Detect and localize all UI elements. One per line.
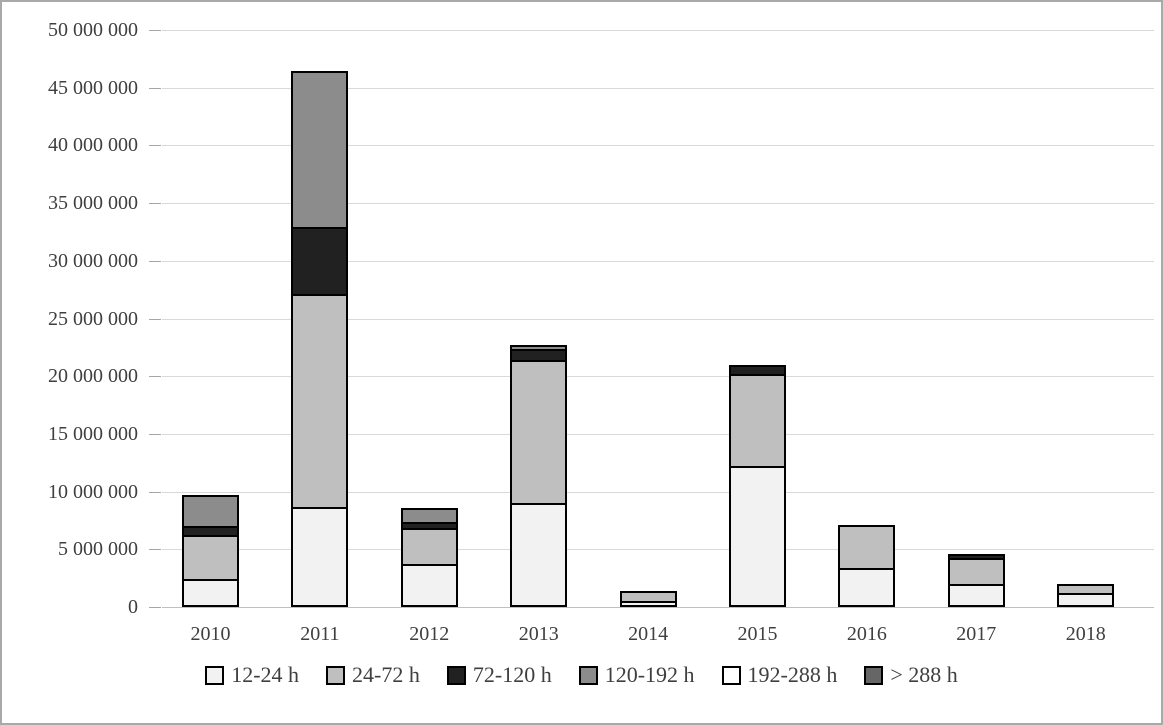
bar-segment-24-72h[interactable] bbox=[729, 373, 786, 469]
legend-item-120-192h[interactable]: 120-192 h bbox=[578, 662, 695, 688]
gridline bbox=[162, 145, 1154, 147]
legend-label: > 288 h bbox=[890, 662, 958, 687]
y-axis-tick bbox=[149, 260, 161, 262]
gridline bbox=[162, 318, 1154, 320]
y-tick-label: 50 000 000 bbox=[48, 19, 138, 41]
legend-swatch-icon bbox=[446, 665, 466, 685]
legend-item-72-120h[interactable]: 72-120 h bbox=[446, 662, 552, 688]
bar-segment-120-192h[interactable] bbox=[182, 495, 239, 528]
legend: 12-24 h 24-72 h 72-120 h 120-192 h 192-288 h… bbox=[2, 662, 1161, 688]
bar-2010[interactable] bbox=[182, 495, 239, 607]
legend-item->288h[interactable]: > 288 h bbox=[864, 662, 958, 688]
y-axis-tick bbox=[149, 376, 161, 378]
y-axis-tick bbox=[149, 87, 161, 89]
gridline bbox=[162, 549, 1154, 551]
legend-swatch-icon bbox=[578, 665, 598, 685]
bar-segment-24-72h[interactable] bbox=[510, 359, 568, 506]
x-tick-label-2015: 2015 bbox=[737, 623, 778, 645]
gridline bbox=[162, 433, 1154, 435]
bar-segment-24-72h[interactable] bbox=[400, 528, 458, 567]
y-axis-tick bbox=[149, 30, 161, 31]
bar-segment-24-72h[interactable] bbox=[291, 293, 349, 509]
bar-2016[interactable] bbox=[838, 524, 896, 607]
y-tick-label: 40 000 000 bbox=[48, 134, 138, 157]
y-axis-tick bbox=[149, 203, 161, 205]
y-axis-tick bbox=[149, 549, 161, 551]
gridline bbox=[162, 491, 1154, 493]
legend-swatch-icon bbox=[864, 665, 884, 685]
x-tick-label-2018: 2018 bbox=[1065, 623, 1106, 645]
x-tick-label-2017: 2017 bbox=[956, 623, 997, 645]
y-axis-tick bbox=[149, 607, 161, 608]
bar-segment-12-24h[interactable] bbox=[510, 503, 568, 607]
y-tick-label: 15 000 000 bbox=[48, 422, 138, 445]
legend-swatch-icon bbox=[721, 665, 741, 685]
legend-label: 192-288 h bbox=[747, 662, 838, 687]
legend-label: 72-120 h bbox=[472, 662, 552, 687]
x-tick-label-2011: 2011 bbox=[300, 623, 340, 645]
y-tick-label: 30 000 000 bbox=[48, 249, 138, 272]
bar-segment-12-24h[interactable] bbox=[619, 601, 677, 607]
y-axis-tick bbox=[149, 491, 161, 493]
bar-2014[interactable] bbox=[619, 591, 677, 607]
bar-segment-24-72h[interactable] bbox=[182, 535, 239, 582]
legend-label: 24-72 h bbox=[352, 662, 420, 687]
y-tick-label: 5 000 000 bbox=[58, 538, 138, 561]
gridline bbox=[162, 203, 1154, 205]
gridline bbox=[162, 260, 1154, 262]
bar-2015[interactable] bbox=[729, 365, 786, 607]
bar-segment-12-24h[interactable] bbox=[838, 567, 896, 607]
bar-segment-24-72h[interactable] bbox=[838, 524, 896, 570]
y-tick-label: 35 000 000 bbox=[48, 192, 138, 215]
y-tick-label: 20 000 000 bbox=[48, 365, 138, 388]
bar-segment-12-24h[interactable] bbox=[1057, 593, 1115, 607]
bar-segment-12-24h[interactable] bbox=[291, 506, 349, 607]
legend-label: 12-24 h bbox=[231, 662, 300, 687]
x-tick-label-2012: 2012 bbox=[409, 623, 450, 645]
bar-segment-72-120h[interactable] bbox=[291, 226, 349, 296]
plot-area bbox=[162, 30, 1154, 608]
legend-item-192-288h[interactable]: 192-288 h bbox=[721, 662, 838, 688]
y-tick-label: 25 000 000 bbox=[48, 307, 138, 330]
y-axis-tick bbox=[149, 145, 161, 147]
bar-segment-24-72h[interactable] bbox=[947, 558, 1005, 586]
x-tick-label-2010: 2010 bbox=[190, 623, 231, 645]
bar-segment-12-24h[interactable] bbox=[182, 579, 239, 607]
gridline bbox=[162, 30, 1154, 31]
legend-item-12-24h[interactable]: 12-24 h bbox=[205, 662, 299, 688]
x-tick-label-2016: 2016 bbox=[846, 623, 887, 645]
y-axis-tick bbox=[149, 318, 161, 320]
bar-2018[interactable] bbox=[1057, 583, 1115, 607]
y-tick-label: 10 000 000 bbox=[48, 480, 138, 503]
bar-2012[interactable] bbox=[400, 508, 458, 607]
bar-segment-12-24h[interactable] bbox=[947, 583, 1005, 607]
x-tick-label-2013: 2013 bbox=[518, 623, 559, 645]
x-tick-label-2014: 2014 bbox=[628, 623, 669, 645]
bar-segment-12-24h[interactable] bbox=[729, 466, 786, 607]
bar-segment-12-24h[interactable] bbox=[400, 564, 458, 607]
legend-label: 120-192 h bbox=[604, 662, 695, 687]
legend-swatch-icon bbox=[205, 665, 225, 685]
legend-swatch-icon bbox=[326, 665, 346, 685]
bar-2017[interactable] bbox=[947, 554, 1005, 607]
y-axis-tick bbox=[149, 433, 161, 435]
gridline bbox=[162, 376, 1154, 378]
legend-item-24-72h[interactable]: 24-72 h bbox=[326, 662, 420, 688]
bar-segment-120-192h[interactable] bbox=[291, 70, 349, 229]
bar-2011[interactable] bbox=[291, 70, 349, 607]
bar-2013[interactable] bbox=[510, 345, 568, 607]
gridline bbox=[162, 87, 1154, 89]
y-tick-label: 45 000 000 bbox=[48, 76, 138, 99]
y-tick-label: 0 bbox=[128, 596, 138, 618]
x-axis-line bbox=[162, 607, 1154, 608]
